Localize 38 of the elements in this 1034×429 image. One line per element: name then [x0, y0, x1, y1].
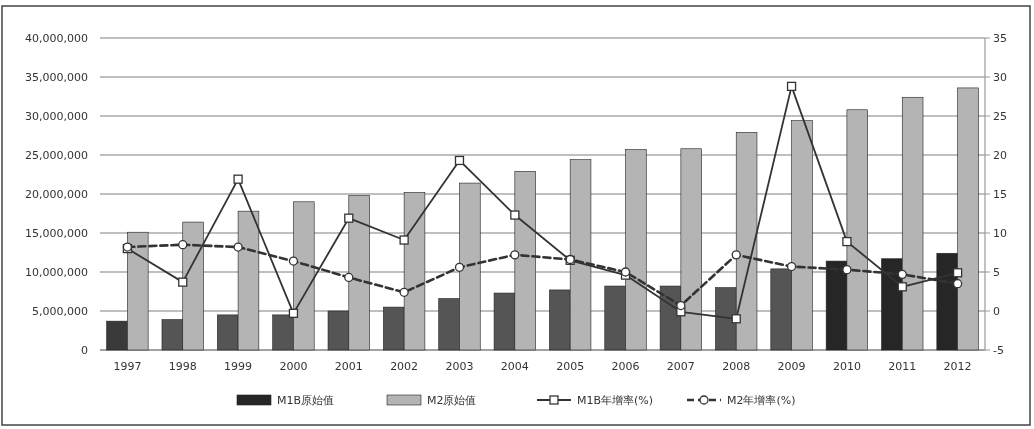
legend-label: M2原始值: [427, 393, 477, 407]
y2-tick-label: 5: [993, 265, 1000, 279]
y2-tick-label: 15: [993, 187, 1007, 201]
x-tick-label: 2003: [445, 360, 474, 373]
x-tick-label: 2007: [666, 360, 695, 373]
x-tick-label: 2006: [611, 360, 640, 373]
y-tick-label: 40,000,000: [25, 31, 88, 45]
legend-label: M1B原始值: [277, 393, 335, 407]
x-tick-label: 2012: [943, 360, 972, 373]
y-tick-label: 15,000,000: [25, 226, 88, 240]
x-tick-label: 2001: [334, 360, 363, 373]
x-tick-label: 2004: [500, 360, 529, 373]
y-tick-label: 20,000,000: [25, 187, 88, 201]
y2-tick-label: 35: [993, 31, 1007, 45]
x-tick-label: 2000: [279, 360, 308, 373]
y2-tick-label: 10: [993, 226, 1007, 240]
legend-label: M1B年增率(%): [577, 393, 654, 407]
x-tick-label: 2002: [390, 360, 419, 373]
y-tick-label: 0: [81, 343, 88, 357]
legend-label: M2年增率(%): [727, 393, 796, 407]
y2-tick-label: -5: [993, 343, 1004, 357]
x-tick-label: 2008: [722, 360, 751, 373]
x-tick-label: 2009: [777, 360, 806, 373]
y-tick-label: 35,000,000: [25, 70, 88, 84]
y-tick-label: 30,000,000: [25, 109, 88, 123]
x-tick-label: 1998: [168, 360, 197, 373]
x-tick-label: 1999: [224, 360, 253, 373]
x-tick-label: 2005: [556, 360, 585, 373]
y2-tick-label: 20: [993, 148, 1007, 162]
y2-tick-label: 0: [993, 304, 1000, 318]
x-tick-label: 1997: [113, 360, 142, 373]
y2-tick-label: 25: [993, 109, 1007, 123]
y2-tick-label: 30: [993, 70, 1007, 84]
x-tick-label: 2011: [888, 360, 917, 373]
y-tick-label: 10,000,000: [25, 265, 88, 279]
y-tick-label: 25,000,000: [25, 148, 88, 162]
y-tick-label: 5,000,000: [32, 304, 88, 318]
x-tick-label: 2010: [832, 360, 861, 373]
